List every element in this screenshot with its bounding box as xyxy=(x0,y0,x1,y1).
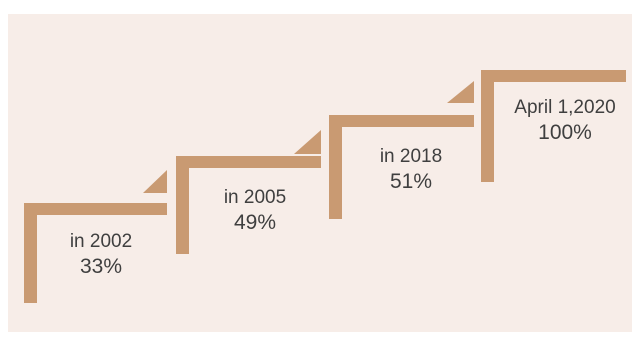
step-1-text: in 2002 33% xyxy=(40,230,162,280)
step-1-value: 33% xyxy=(79,254,123,278)
stair-step-3 xyxy=(329,81,474,219)
stair-step-1 xyxy=(24,170,167,303)
step-3-text: in 2018 51% xyxy=(346,145,476,195)
step-2-text: in 2005 49% xyxy=(191,186,319,236)
step-1-label: in 2002 xyxy=(69,231,133,252)
stair-step-2 xyxy=(176,130,321,254)
step-2-value: 49% xyxy=(233,210,277,234)
diagram-background xyxy=(8,14,632,332)
step-3-label: in 2018 xyxy=(379,146,443,167)
step-4-value: 100% xyxy=(538,120,592,144)
stair-step-4 xyxy=(481,70,626,182)
step-3-value: 51% xyxy=(389,169,433,193)
step-4-text: April 1,2020 100% xyxy=(494,96,636,146)
step-2-label: in 2005 xyxy=(223,187,287,208)
step-4-label: April 1,2020 xyxy=(514,97,616,118)
